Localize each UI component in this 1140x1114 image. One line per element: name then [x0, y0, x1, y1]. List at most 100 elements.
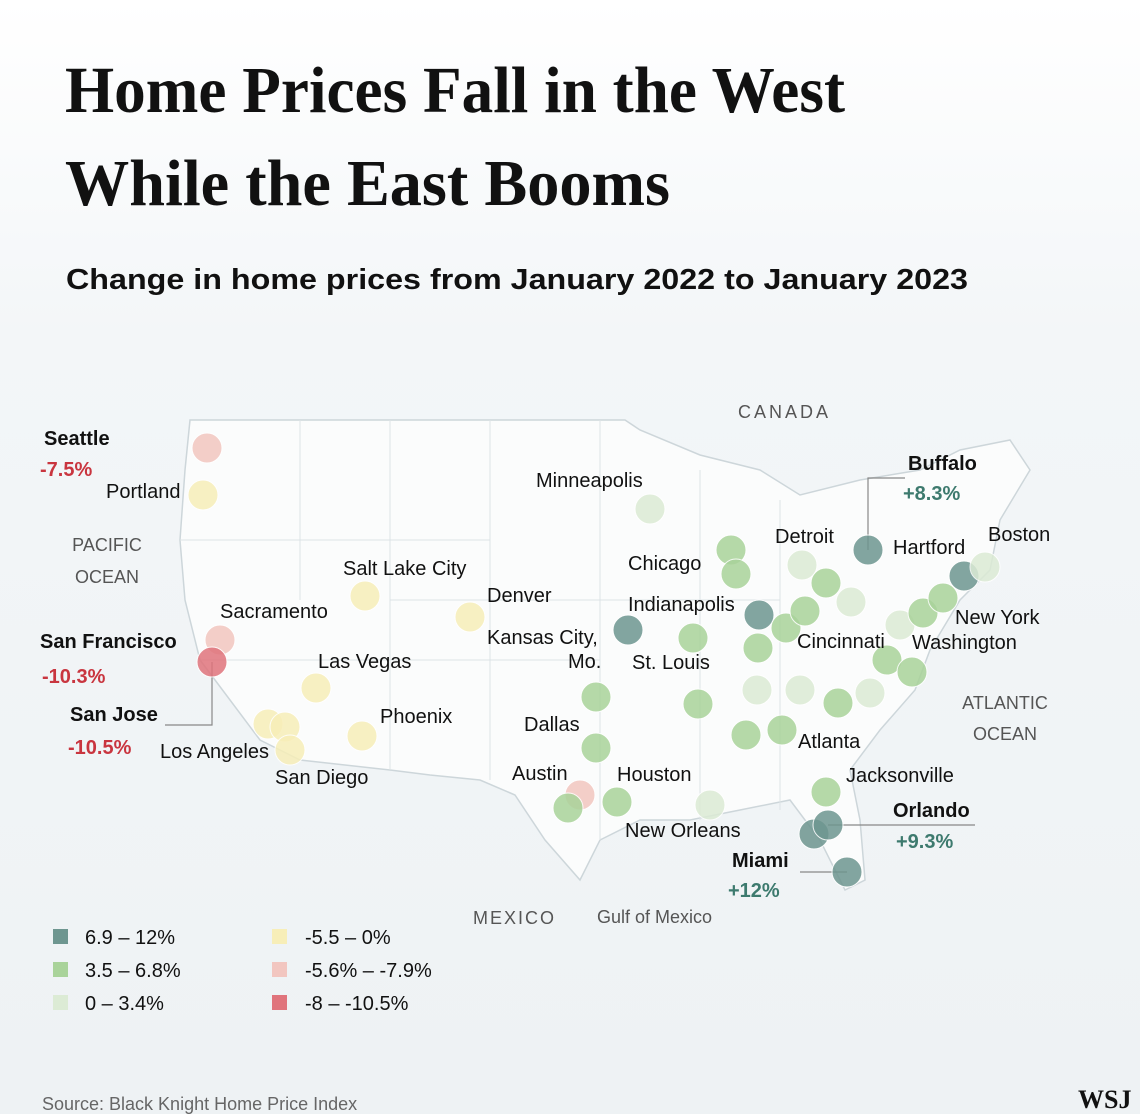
region-label: OCEAN — [973, 724, 1037, 744]
city-circle — [580, 732, 612, 764]
city-circle — [742, 632, 774, 664]
logo: WSJ — [1078, 1085, 1131, 1114]
region-label: MEXICO — [473, 908, 556, 928]
city-name: Jacksonville — [846, 765, 954, 787]
leader-line — [867, 477, 905, 550]
city-circle — [786, 549, 818, 581]
city-name: Austin — [512, 763, 568, 785]
city-circle — [871, 644, 903, 676]
region-label: CANADA — [738, 402, 831, 422]
region-label: OCEAN — [75, 567, 139, 587]
city-circle — [784, 674, 816, 706]
city-name: Las Vegas — [318, 651, 411, 673]
city-circle — [601, 786, 633, 818]
city-name: Dallas — [524, 714, 580, 736]
city-circle — [187, 479, 219, 511]
legend: 6.9 – 12% 3.5 – 6.8% 0 – 3.4% -5.5 – 0% … — [53, 927, 432, 1015]
legend-label: -8 – -10.5% — [305, 993, 409, 1015]
city-name: Orlando — [893, 800, 970, 822]
city-name: Salt Lake City — [343, 558, 466, 580]
city-name: Kansas City, — [487, 627, 598, 649]
city-circle — [552, 792, 584, 824]
city-circle — [300, 672, 332, 704]
city-name: Washington — [912, 632, 1017, 654]
city-name: Mo. — [568, 651, 601, 673]
city-circle — [196, 646, 228, 678]
city-name: Los Angeles — [160, 741, 269, 763]
city-circle — [612, 614, 644, 646]
city-name: Atlanta — [798, 731, 861, 753]
city-circle — [743, 599, 775, 631]
city-name: Denver — [487, 585, 552, 607]
city-name: Boston — [988, 524, 1050, 546]
city-circle — [766, 714, 798, 746]
title-line: While the East Booms — [65, 147, 670, 220]
region-label: ATLANTIC — [962, 693, 1048, 713]
city-circle — [927, 582, 959, 614]
city-change: +8.3% — [903, 483, 960, 505]
region-label: Gulf of Mexico — [597, 907, 712, 927]
city-change: -10.5% — [68, 737, 132, 759]
city-circle — [349, 580, 381, 612]
city-circle — [634, 493, 666, 525]
city-circle — [852, 534, 884, 566]
city-change: +12% — [728, 880, 780, 902]
city-name: Minneapolis — [536, 470, 643, 492]
legend-label: 3.5 – 6.8% — [85, 960, 181, 982]
city-name: New York — [955, 607, 1040, 629]
city-circle — [831, 856, 863, 888]
city-circle — [969, 551, 1001, 583]
city-circle — [720, 558, 752, 590]
city-name: Miami — [732, 850, 789, 872]
legend-swatch — [272, 962, 287, 977]
city-change: -10.3% — [42, 666, 106, 688]
city-change: -7.5% — [40, 459, 92, 481]
city-name: Portland — [106, 481, 181, 503]
city-name: San Francisco — [40, 631, 177, 653]
city-circle — [854, 677, 886, 709]
city-name: Cincinnati — [797, 631, 885, 653]
city-name: Buffalo — [908, 453, 977, 475]
city-circle — [694, 789, 726, 821]
city-circle — [682, 688, 714, 720]
city-circle — [346, 720, 378, 752]
city-circle — [454, 601, 486, 633]
city-circle — [835, 586, 867, 618]
city-name: St. Louis — [632, 652, 710, 674]
city-circle — [812, 809, 844, 841]
legend-label: 0 – 3.4% — [85, 993, 164, 1015]
city-name: Houston — [617, 764, 692, 786]
city-circle — [274, 734, 306, 766]
city-circle — [822, 687, 854, 719]
city-name: New Orleans — [625, 820, 741, 842]
city-circle — [730, 719, 762, 751]
city-name: Hartford — [893, 537, 965, 559]
city-circle — [580, 681, 612, 713]
city-name: Chicago — [628, 553, 701, 575]
city-name: Detroit — [775, 526, 834, 548]
legend-swatch — [53, 929, 68, 944]
city-name: San Diego — [275, 767, 368, 789]
city-name: Indianapolis — [628, 594, 735, 616]
city-labels: Seattle -7.5% Portland Salt Lake City Sa… — [40, 428, 1050, 902]
subtitle: Change in home prices from January 2022 … — [66, 264, 968, 296]
city-circle — [810, 776, 842, 808]
city-change: +9.3% — [896, 831, 953, 853]
legend-label: 6.9 – 12% — [85, 927, 175, 949]
city-circle — [896, 656, 928, 688]
legend-swatch — [272, 929, 287, 944]
city-circles — [187, 432, 1001, 888]
legend-swatch — [53, 962, 68, 977]
leader-line — [165, 662, 213, 726]
city-circle — [677, 622, 709, 654]
region-label: PACIFIC — [72, 535, 142, 555]
city-circle — [810, 567, 842, 599]
city-circle — [789, 595, 821, 627]
city-circle — [741, 674, 773, 706]
city-name: Seattle — [44, 428, 110, 450]
city-name: Phoenix — [380, 706, 452, 728]
title-line: Home Prices Fall in the West — [65, 54, 845, 127]
legend-swatch — [272, 995, 287, 1010]
legend-label: -5.6% – -7.9% — [305, 960, 432, 982]
